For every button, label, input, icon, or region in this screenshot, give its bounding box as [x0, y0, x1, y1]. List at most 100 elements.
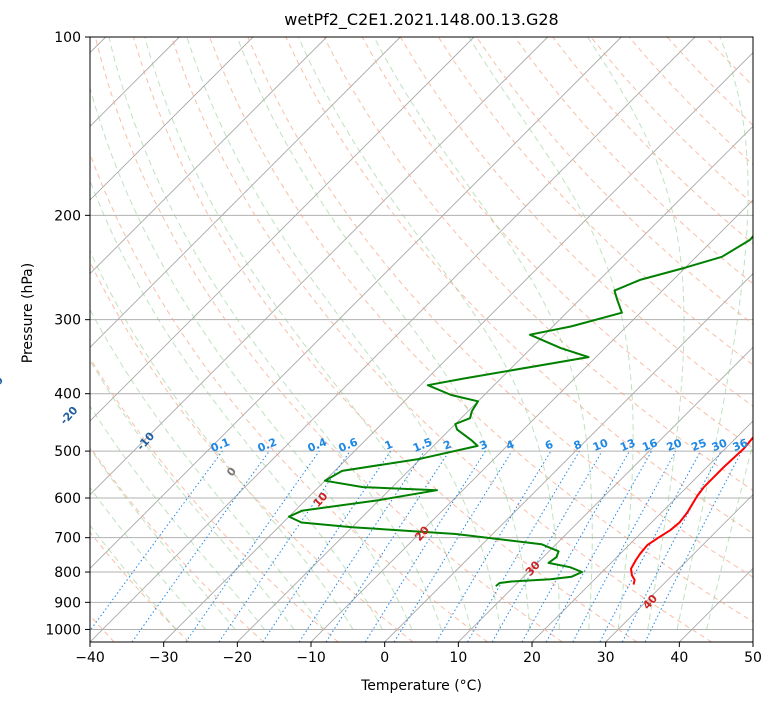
x-tick-label: 50	[744, 650, 762, 666]
x-tick-label: 30	[597, 650, 615, 666]
moist-adiabat-line	[90, 447, 236, 630]
y-tick-label: 200	[54, 208, 81, 224]
y-tick-label: 400	[54, 387, 81, 403]
plot-frame	[89, 36, 754, 643]
moist-adiabat-line	[108, 37, 442, 630]
dry-adiabat-line	[90, 152, 488, 642]
mixing-ratio-line	[545, 450, 653, 642]
mixing-ratio-label: 4	[504, 438, 516, 453]
dry-adiabat-line	[90, 446, 264, 642]
mixing-ratio-label: 0.2	[256, 436, 279, 455]
isotherm-line	[90, 37, 696, 642]
mixing-ratio-label: 36	[731, 436, 750, 454]
moist-adiabat-line	[90, 524, 177, 630]
mixing-ratio-line	[131, 450, 270, 642]
x-tick-label: 20	[523, 650, 541, 666]
y-tick-label: 900	[54, 595, 81, 611]
dry-adiabat-line	[90, 614, 115, 642]
mixing-ratio-label: 0.6	[337, 435, 360, 454]
isotherm-line	[163, 52, 753, 642]
axes-ticks: −40 −30 −20 −10 0 10 20 30 40 50 100 200 300 400 500 60…	[45, 30, 762, 666]
x-tick-label: −40	[75, 650, 105, 666]
background-lines	[90, 37, 753, 642]
isotherm-line	[605, 494, 753, 642]
mixing-ratio-label: 13	[618, 436, 637, 454]
dry-adiabat-label: -30	[0, 374, 6, 398]
mixing-ratio-label: 2	[441, 438, 453, 453]
mixing-ratio-label: 16	[640, 436, 659, 454]
y-tick-label: 300	[54, 313, 81, 329]
mixing-ratio-line	[325, 450, 450, 642]
sounding-line	[288, 234, 753, 587]
dry-adiabat-line	[514, 37, 753, 285]
y-tick-label: 700	[54, 531, 81, 547]
x-tick-label: 0	[380, 650, 389, 666]
line-labels: -100-90-80-70-60-50-40-30-20-10010203040…	[0, 374, 750, 612]
x-tick-label: −30	[149, 650, 179, 666]
moist-adiabat-line	[90, 86, 413, 630]
isotherm-line	[90, 37, 254, 201]
isotherm-line	[237, 125, 753, 642]
dry-adiabat-label: 40	[640, 592, 660, 612]
mixing-ratio-line	[218, 450, 351, 642]
mixing-ratio-line	[393, 450, 513, 642]
mixing-ratio-line	[467, 450, 580, 642]
dry-adiabat-line	[399, 37, 753, 407]
y-tick-label: 600	[54, 491, 81, 507]
dry-adiabat-label: 20	[412, 523, 432, 543]
isotherm-line	[531, 420, 753, 642]
moist-adiabat-line	[706, 441, 753, 630]
mixing-ratio-label: 1.5	[411, 436, 434, 455]
mixing-ratio-line	[262, 450, 392, 642]
moist-adiabat-line	[90, 405, 265, 630]
mixing-ratio-label: 8	[572, 438, 584, 453]
mixing-ratio-label: 25	[689, 436, 708, 454]
y-tick-label: 1000	[45, 622, 81, 638]
dry-adiabat-line	[590, 37, 753, 205]
dry-adiabat-line	[94, 37, 563, 642]
isotherm-line	[90, 37, 401, 348]
x-tick-label: −20	[223, 650, 253, 666]
moist-adiabat-line	[90, 359, 295, 630]
isotherm-line	[90, 37, 622, 569]
isotherm-line	[90, 37, 475, 422]
x-tick-label: 40	[670, 650, 688, 666]
moist-adiabat-line	[144, 37, 472, 630]
isotherm-line	[752, 641, 753, 642]
isotherm-line	[90, 37, 548, 496]
x-tick-label: −10	[296, 650, 326, 666]
moist-adiabat-line	[90, 250, 354, 630]
moist-adiabat-line	[186, 37, 501, 630]
mixing-ratio-label: 20	[665, 436, 684, 454]
mixing-ratio-line	[364, 450, 486, 642]
dry-adiabat-line	[437, 37, 753, 366]
y-tick-label: 500	[54, 444, 81, 460]
mixing-ratio-label: 3	[478, 438, 490, 453]
moist-adiabat-line	[587, 37, 685, 630]
moist-adiabat-line	[373, 37, 593, 630]
mixing-ratio-label: 0.4	[306, 435, 329, 454]
sounding-profiles	[288, 234, 753, 587]
mixing-ratio-label: 0.1	[209, 436, 232, 455]
mixing-ratio-label: 10	[591, 436, 610, 454]
isotherm-line	[679, 567, 753, 642]
dry-adiabat-line	[361, 37, 753, 449]
mixing-ratio-line	[435, 450, 552, 642]
moist-adiabat-line	[90, 486, 207, 630]
mixing-ratio-line	[185, 450, 320, 642]
mixing-ratio-line	[599, 450, 701, 642]
y-tick-label: 100	[54, 30, 81, 46]
mixing-ratio-line	[90, 450, 223, 632]
dry-adiabat-line	[132, 37, 638, 642]
x-axis-label: Temperature (°C)	[361, 678, 482, 694]
dry-adiabat-label: 30	[523, 558, 543, 578]
moist-adiabat-line	[90, 308, 324, 630]
moist-adiabat-line	[676, 37, 749, 630]
dry-adiabat-label: -10	[134, 429, 157, 453]
chart-title: wetPf2_C2E1.2021.148.00.13.G28	[284, 10, 559, 29]
isotherm-line	[90, 37, 327, 275]
mixing-ratio-label: 1	[383, 438, 395, 453]
sounding-line	[630, 435, 753, 585]
